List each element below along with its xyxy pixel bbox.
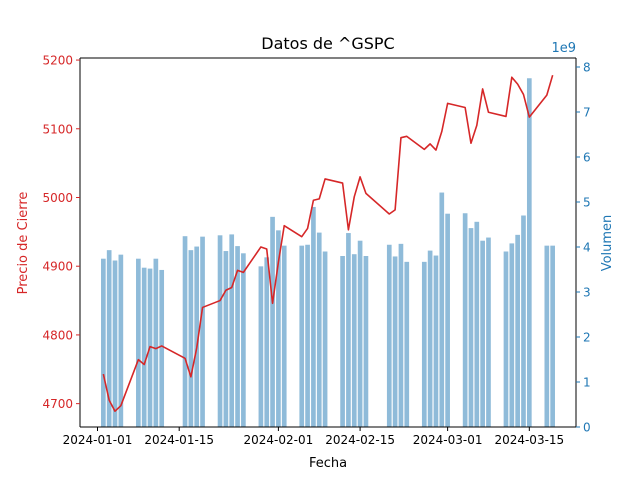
chart-title: Datos de ^GSPC [261, 34, 394, 53]
volume-bar [503, 251, 509, 427]
volume-bar [217, 235, 223, 427]
y-right-tick-label: 2 [583, 331, 591, 345]
y-left-tick-label: 4700 [42, 397, 73, 411]
volume-bar [106, 250, 112, 427]
volume-bar [421, 261, 427, 427]
y-left-axis-label: Precio de Cierre [16, 192, 31, 295]
volume-bar [316, 232, 322, 427]
volume-bar [153, 258, 159, 427]
volume-bar [305, 244, 310, 427]
volume-bar [101, 258, 106, 427]
volume-bar [480, 240, 485, 427]
volume-bars [101, 78, 555, 427]
x-tick-label: 2024-01-15 [144, 433, 214, 447]
volume-bar [474, 221, 480, 427]
volume-bar [439, 192, 445, 427]
volume-bar [299, 245, 305, 427]
volume-bar [351, 254, 357, 427]
y-right-tick-label: 7 [583, 106, 591, 120]
y-right-offset-text: 1e9 [551, 41, 576, 56]
volume-bar [276, 230, 281, 427]
tick-layer: 2024-01-01 2024-01-15 2024-02-01 2024-02-15… [42, 54, 590, 447]
volume-bar [229, 234, 235, 427]
y-right-tick-label: 0 [583, 421, 591, 435]
x-axis-label: Fecha [309, 456, 347, 471]
x-tick-label: 2024-03-01 [413, 433, 483, 447]
x-tick-label: 2024-03-15 [494, 433, 564, 447]
volume-bar [346, 233, 351, 427]
close-line-layer [102, 74, 554, 413]
volume-bar [340, 256, 345, 427]
volume-bar [521, 215, 526, 427]
volume-bar [544, 245, 550, 427]
volume-bar [392, 256, 398, 427]
y-left-tick-label: 5100 [42, 122, 73, 136]
y-left-tick-label: 4900 [42, 260, 73, 274]
volume-bar [486, 237, 491, 427]
volume-bar [550, 245, 555, 427]
x-tick-label: 2024-01-01 [63, 433, 133, 447]
volume-bar [241, 253, 246, 427]
y-left-tick-label: 4800 [42, 328, 73, 342]
y-left-tick-label: 5000 [42, 191, 73, 205]
x-tick-label: 2024-02-15 [325, 433, 395, 447]
y-right-tick-label: 5 [583, 196, 591, 210]
volume-bar [136, 258, 141, 427]
volume-bar [118, 254, 124, 427]
volume-bar [194, 246, 200, 427]
volume-bar [182, 236, 188, 427]
volume-bar [112, 260, 118, 427]
axes-frame [79, 57, 577, 428]
volume-bar [200, 236, 205, 427]
volume-bar [258, 266, 264, 427]
volume-bar [270, 216, 275, 427]
volume-bar [235, 246, 240, 427]
volume-bar [404, 261, 410, 427]
volume-bar [433, 255, 439, 427]
volume-bar [159, 269, 165, 427]
volume-bar [526, 78, 532, 427]
y-right-axis-label: Volumen [600, 215, 615, 272]
y-right-tick-label: 4 [583, 241, 591, 255]
volume-bar [188, 250, 194, 427]
volume-bar [386, 244, 392, 427]
y-right-tick-label: 1 [583, 376, 591, 390]
volume-bar [509, 243, 515, 427]
y-right-tick-label: 6 [583, 151, 591, 165]
volume-bar [311, 206, 316, 427]
y-right-tick-label: 8 [583, 61, 591, 75]
x-tick-label: 2024-02-01 [244, 433, 314, 447]
y-left-tick-label: 5200 [42, 54, 73, 68]
close-price-line [102, 74, 554, 413]
volume-bar [445, 213, 450, 427]
volume-bar [427, 250, 433, 427]
volume-bar [515, 234, 520, 427]
volume-bar [398, 243, 404, 427]
volume-bar [363, 256, 369, 427]
volume-bar [462, 213, 468, 427]
volume-bar [223, 251, 229, 427]
volume-bar [468, 228, 474, 427]
volume-bar [264, 257, 270, 427]
volume-bar [141, 267, 147, 427]
y-right-tick-label: 3 [583, 286, 591, 300]
volume-bar [322, 251, 328, 427]
volume-bar [357, 240, 363, 427]
volume-bar [281, 245, 287, 427]
